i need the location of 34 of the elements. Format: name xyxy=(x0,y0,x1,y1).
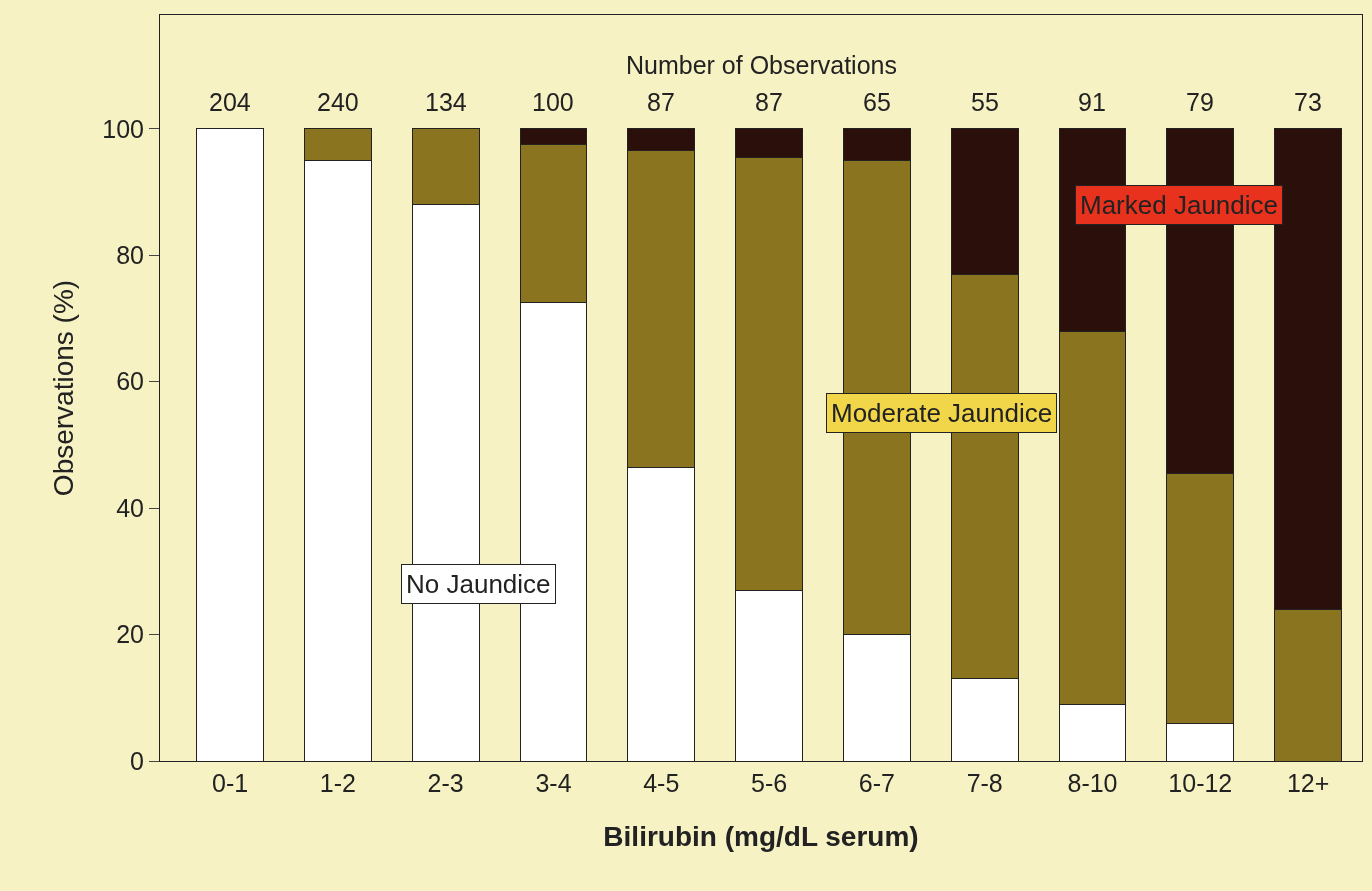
annotation: 79 xyxy=(1186,88,1214,116)
x-tick-label: 1-2 xyxy=(319,769,356,797)
annotation: 73 xyxy=(1294,88,1322,116)
annotation: 87 xyxy=(755,88,783,116)
annotation: 240 xyxy=(317,88,359,116)
annotation: 65 xyxy=(863,88,891,116)
y-tick-label: 20 xyxy=(116,620,144,649)
x-tick-label: 5-6 xyxy=(751,769,788,797)
series-label: Marked Jaundice xyxy=(1080,190,1278,220)
x-tick-label: 12+ xyxy=(1286,769,1330,797)
x-tick-label: 3-4 xyxy=(535,769,572,797)
y-tick-label: 60 xyxy=(116,367,144,396)
y-tick-label: 40 xyxy=(116,493,144,522)
x-tick-label: 10-12 xyxy=(1168,769,1233,797)
x-tick-label: 7-8 xyxy=(966,769,1003,797)
y-tick-label: 100 xyxy=(102,114,144,143)
x-axis-title: Bilirubin (mg/dL serum) xyxy=(603,821,919,853)
annotation: 134 xyxy=(425,88,467,116)
y-tick-label: 80 xyxy=(116,240,144,269)
annotation: 100 xyxy=(532,88,574,116)
annotation: 55 xyxy=(971,88,999,116)
annotation: 91 xyxy=(1078,88,1106,116)
series-label: Moderate Jaundice xyxy=(831,398,1053,428)
y-axis-title: Observations (%) xyxy=(47,279,79,497)
annotation: Number of Observations xyxy=(626,51,897,79)
series-label: No Jaundice xyxy=(406,569,551,599)
annotation: 204 xyxy=(209,88,251,116)
x-tick-label: 8-10 xyxy=(1067,769,1118,797)
x-tick-label: 0-1 xyxy=(212,769,249,797)
x-tick-label: 4-5 xyxy=(643,769,680,797)
annotation: 87 xyxy=(647,88,675,116)
y-tick-label: 0 xyxy=(130,746,144,775)
x-tick-label: 6-7 xyxy=(858,769,895,797)
x-tick-label: 2-3 xyxy=(427,769,464,797)
